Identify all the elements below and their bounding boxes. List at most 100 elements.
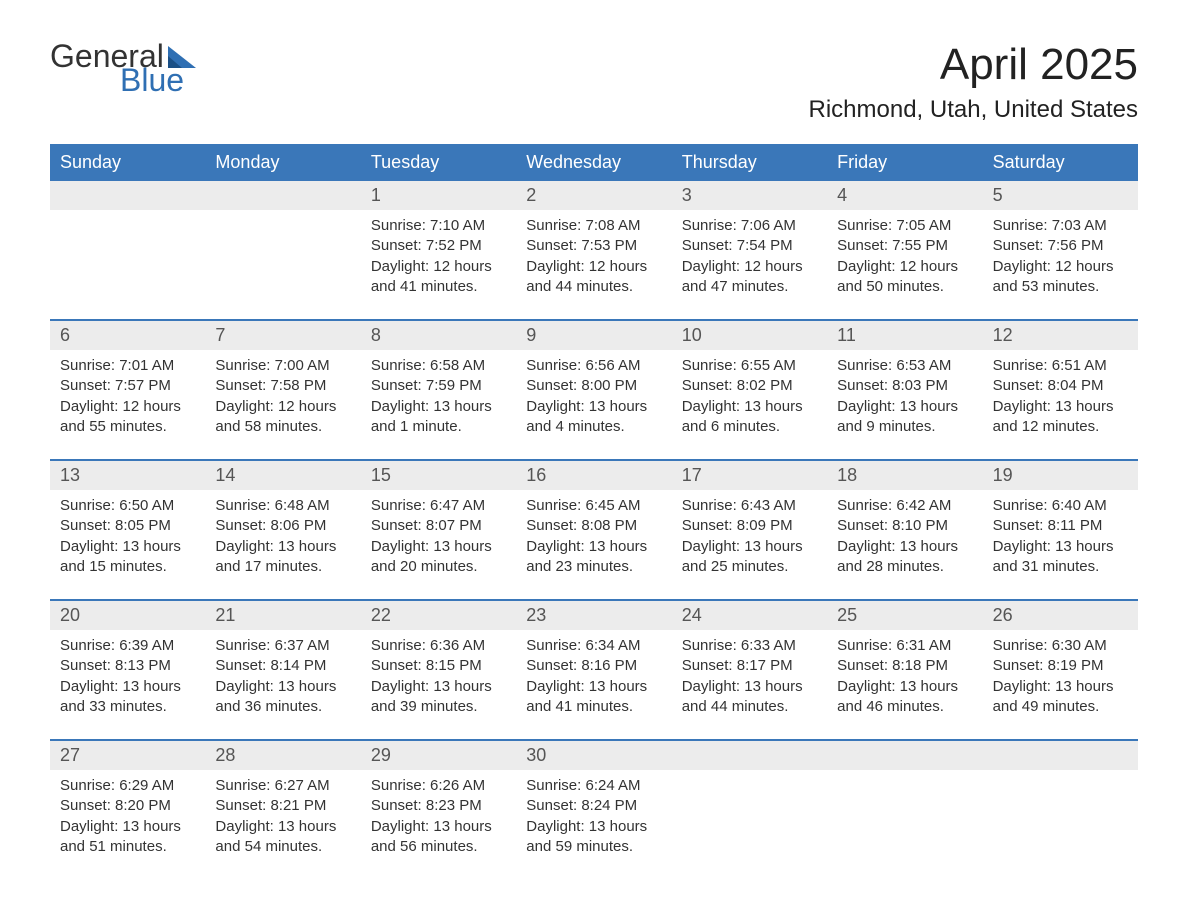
daylight-text: Daylight: 13 hours and 1 minute.	[371, 397, 506, 438]
day-cell: Sunrise: 6:45 AMSunset: 8:08 PMDaylight:…	[516, 490, 671, 581]
day-number: 17	[672, 461, 827, 490]
day-number	[50, 181, 205, 210]
day-number: 28	[205, 741, 360, 770]
day-number	[672, 741, 827, 770]
day-header-fri: Friday	[827, 144, 982, 181]
day-cell: Sunrise: 6:36 AMSunset: 8:15 PMDaylight:…	[361, 630, 516, 721]
day-number: 27	[50, 741, 205, 770]
sunset-text: Sunset: 8:15 PM	[371, 656, 506, 676]
sunrise-text: Sunrise: 6:30 AM	[993, 636, 1128, 656]
day-header-sun: Sunday	[50, 144, 205, 181]
day-number: 20	[50, 601, 205, 630]
day-number: 10	[672, 321, 827, 350]
daylight-text: Daylight: 13 hours and 17 minutes.	[215, 537, 350, 578]
daylight-text: Daylight: 13 hours and 51 minutes.	[60, 817, 195, 858]
sunrise-text: Sunrise: 6:40 AM	[993, 496, 1128, 516]
day-cell: Sunrise: 6:33 AMSunset: 8:17 PMDaylight:…	[672, 630, 827, 721]
sunrise-text: Sunrise: 6:55 AM	[682, 356, 817, 376]
sunrise-text: Sunrise: 7:00 AM	[215, 356, 350, 376]
logo-text-blue: Blue	[120, 64, 200, 96]
sunrise-text: Sunrise: 7:01 AM	[60, 356, 195, 376]
sunrise-text: Sunrise: 6:27 AM	[215, 776, 350, 796]
sunset-text: Sunset: 8:05 PM	[60, 516, 195, 536]
sunset-text: Sunset: 8:11 PM	[993, 516, 1128, 536]
sunset-text: Sunset: 7:53 PM	[526, 236, 661, 256]
logo: General Blue	[50, 40, 200, 96]
day-header-thu: Thursday	[672, 144, 827, 181]
sunset-text: Sunset: 8:23 PM	[371, 796, 506, 816]
day-number: 19	[983, 461, 1138, 490]
location: Richmond, Utah, United States	[809, 96, 1139, 124]
sunset-text: Sunset: 8:10 PM	[837, 516, 972, 536]
day-number: 5	[983, 181, 1138, 210]
sunrise-text: Sunrise: 6:43 AM	[682, 496, 817, 516]
daylight-text: Daylight: 12 hours and 47 minutes.	[682, 257, 817, 298]
day-number: 12	[983, 321, 1138, 350]
daylight-text: Daylight: 13 hours and 20 minutes.	[371, 537, 506, 578]
sunset-text: Sunset: 8:03 PM	[837, 376, 972, 396]
daylight-text: Daylight: 13 hours and 25 minutes.	[682, 537, 817, 578]
day-cell	[205, 210, 360, 301]
day-cell: Sunrise: 7:10 AMSunset: 7:52 PMDaylight:…	[361, 210, 516, 301]
day-cell	[672, 770, 827, 861]
daylight-text: Daylight: 13 hours and 4 minutes.	[526, 397, 661, 438]
sunset-text: Sunset: 8:13 PM	[60, 656, 195, 676]
day-cell: Sunrise: 6:58 AMSunset: 7:59 PMDaylight:…	[361, 350, 516, 441]
sunset-text: Sunset: 7:59 PM	[371, 376, 506, 396]
sunset-text: Sunset: 8:20 PM	[60, 796, 195, 816]
sunrise-text: Sunrise: 6:33 AM	[682, 636, 817, 656]
day-cell: Sunrise: 6:29 AMSunset: 8:20 PMDaylight:…	[50, 770, 205, 861]
sunrise-text: Sunrise: 6:34 AM	[526, 636, 661, 656]
day-number: 3	[672, 181, 827, 210]
sunrise-text: Sunrise: 7:10 AM	[371, 216, 506, 236]
daylight-text: Daylight: 12 hours and 41 minutes.	[371, 257, 506, 298]
sunrise-text: Sunrise: 6:56 AM	[526, 356, 661, 376]
day-header-wed: Wednesday	[516, 144, 671, 181]
sunrise-text: Sunrise: 6:39 AM	[60, 636, 195, 656]
sunset-text: Sunset: 7:55 PM	[837, 236, 972, 256]
sunset-text: Sunset: 7:58 PM	[215, 376, 350, 396]
day-cell: Sunrise: 7:05 AMSunset: 7:55 PMDaylight:…	[827, 210, 982, 301]
day-number: 4	[827, 181, 982, 210]
sunrise-text: Sunrise: 6:53 AM	[837, 356, 972, 376]
daylight-text: Daylight: 13 hours and 6 minutes.	[682, 397, 817, 438]
day-number: 7	[205, 321, 360, 350]
day-number: 15	[361, 461, 516, 490]
day-number	[205, 181, 360, 210]
day-cell: Sunrise: 6:34 AMSunset: 8:16 PMDaylight:…	[516, 630, 671, 721]
day-cell: Sunrise: 7:01 AMSunset: 7:57 PMDaylight:…	[50, 350, 205, 441]
day-cell: Sunrise: 7:06 AMSunset: 7:54 PMDaylight:…	[672, 210, 827, 301]
day-cell	[983, 770, 1138, 861]
sunset-text: Sunset: 8:24 PM	[526, 796, 661, 816]
day-cell: Sunrise: 6:48 AMSunset: 8:06 PMDaylight:…	[205, 490, 360, 581]
day-number-row: 6789101112	[50, 321, 1138, 350]
day-cell: Sunrise: 6:39 AMSunset: 8:13 PMDaylight:…	[50, 630, 205, 721]
sunset-text: Sunset: 7:52 PM	[371, 236, 506, 256]
day-cell: Sunrise: 7:03 AMSunset: 7:56 PMDaylight:…	[983, 210, 1138, 301]
sunrise-text: Sunrise: 6:37 AM	[215, 636, 350, 656]
daylight-text: Daylight: 13 hours and 44 minutes.	[682, 677, 817, 718]
day-header-mon: Monday	[205, 144, 360, 181]
sunrise-text: Sunrise: 6:42 AM	[837, 496, 972, 516]
day-cell: Sunrise: 6:51 AMSunset: 8:04 PMDaylight:…	[983, 350, 1138, 441]
week-row: 6789101112Sunrise: 7:01 AMSunset: 7:57 P…	[50, 319, 1138, 441]
daylight-text: Daylight: 13 hours and 49 minutes.	[993, 677, 1128, 718]
sunset-text: Sunset: 7:54 PM	[682, 236, 817, 256]
day-number: 6	[50, 321, 205, 350]
day-cell: Sunrise: 6:43 AMSunset: 8:09 PMDaylight:…	[672, 490, 827, 581]
sunset-text: Sunset: 8:00 PM	[526, 376, 661, 396]
day-cell: Sunrise: 6:40 AMSunset: 8:11 PMDaylight:…	[983, 490, 1138, 581]
day-number: 22	[361, 601, 516, 630]
day-number: 16	[516, 461, 671, 490]
daylight-text: Daylight: 13 hours and 23 minutes.	[526, 537, 661, 578]
sunset-text: Sunset: 8:04 PM	[993, 376, 1128, 396]
sunset-text: Sunset: 8:19 PM	[993, 656, 1128, 676]
sunrise-text: Sunrise: 6:45 AM	[526, 496, 661, 516]
day-cell: Sunrise: 6:47 AMSunset: 8:07 PMDaylight:…	[361, 490, 516, 581]
day-number: 9	[516, 321, 671, 350]
day-cell: Sunrise: 6:24 AMSunset: 8:24 PMDaylight:…	[516, 770, 671, 861]
day-cell: Sunrise: 6:27 AMSunset: 8:21 PMDaylight:…	[205, 770, 360, 861]
day-cell: Sunrise: 6:42 AMSunset: 8:10 PMDaylight:…	[827, 490, 982, 581]
sunset-text: Sunset: 7:57 PM	[60, 376, 195, 396]
sunrise-text: Sunrise: 6:24 AM	[526, 776, 661, 796]
